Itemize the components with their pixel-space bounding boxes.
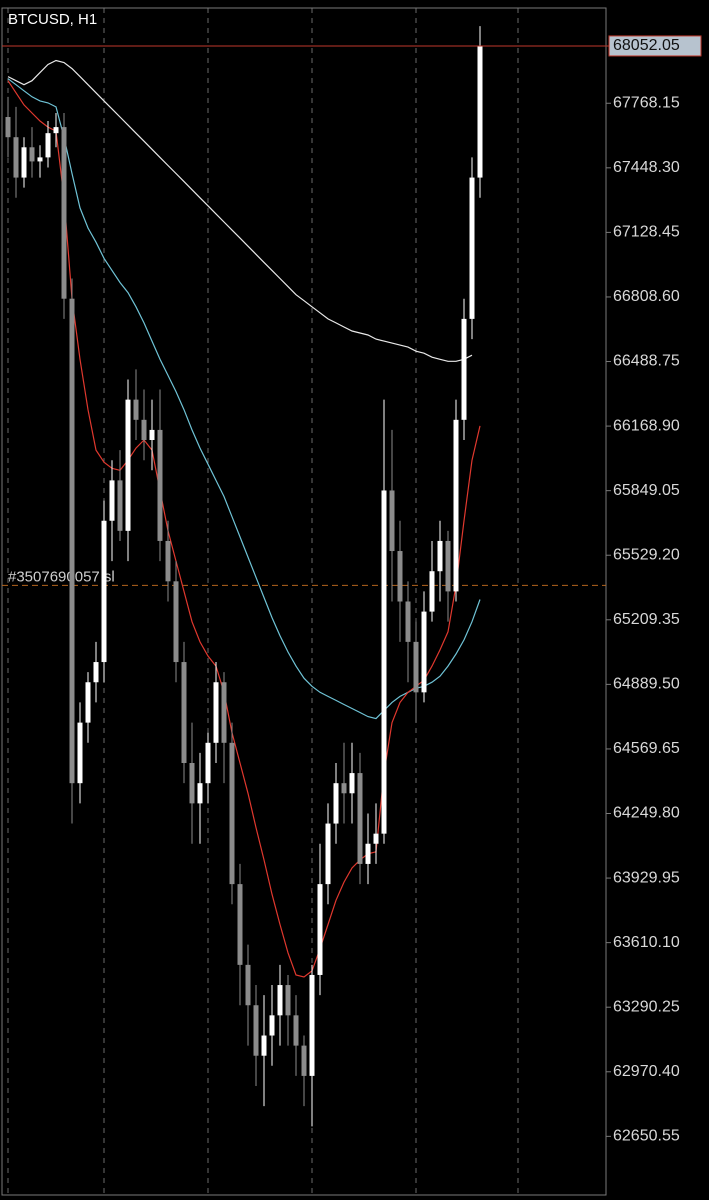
candle-body: [317, 884, 323, 975]
candle-body: [373, 833, 379, 844]
candle-body: [285, 985, 291, 1016]
candle-body: [277, 985, 283, 1016]
candle-body: [85, 682, 91, 723]
candle-body: [389, 490, 395, 552]
candle-body: [69, 298, 75, 784]
y-tick-label: 62650.55: [613, 1128, 680, 1145]
candle-body: [477, 45, 483, 178]
candle-body: [261, 1035, 267, 1056]
candle-body: [381, 490, 387, 834]
order-line-label: #3507690057 sl: [8, 568, 115, 585]
candle-body: [45, 133, 51, 158]
y-tick-label: 65209.35: [613, 611, 680, 628]
candle-body: [221, 682, 227, 743]
candle-body: [61, 127, 67, 299]
y-tick-label: 62970.40: [613, 1063, 680, 1080]
candle-body: [325, 823, 331, 885]
candle-body: [117, 480, 123, 531]
candle-body: [301, 1045, 307, 1076]
candle-body: [293, 1015, 299, 1046]
candle-body: [397, 551, 403, 602]
y-tick-label: 66808.60: [613, 288, 680, 305]
candle-body: [213, 682, 219, 743]
y-tick-label: 67448.30: [613, 159, 680, 176]
y-tick-label: 63290.25: [613, 998, 680, 1015]
candle-body: [189, 762, 195, 804]
y-tick-label: 64889.50: [613, 676, 680, 693]
candle-body: [5, 117, 11, 138]
candle-body: [181, 662, 187, 763]
candle-body: [125, 399, 131, 531]
candle-body: [341, 783, 347, 794]
candle-body: [101, 520, 107, 663]
candle-body: [53, 127, 59, 134]
y-tick-label: 64569.65: [613, 740, 680, 757]
candle-body: [229, 742, 235, 885]
candle-body: [165, 540, 171, 582]
candle-body: [309, 974, 315, 1076]
candle-body: [173, 581, 179, 663]
indicator-line: [7, 59, 473, 362]
candle-body: [429, 571, 435, 612]
candle-body: [357, 773, 363, 864]
candle-body: [93, 662, 99, 683]
plot-frame: [1, 7, 607, 1196]
y-tick-label: 65849.05: [613, 482, 680, 499]
candle-body: [469, 177, 475, 319]
y-tick-label: 66168.90: [613, 417, 680, 434]
y-tick-label: 65529.20: [613, 546, 680, 563]
candle-body: [141, 419, 147, 441]
candle-body: [461, 318, 467, 420]
candle-body: [453, 419, 459, 592]
indicator-line: [7, 78, 481, 720]
candle-body: [149, 429, 155, 441]
candle-body: [109, 480, 115, 521]
candle-body: [445, 540, 451, 592]
candle-body: [437, 540, 443, 572]
candle-body: [37, 157, 43, 162]
y-tick-label: 63929.95: [613, 869, 680, 886]
candle-body: [405, 601, 411, 642]
y-tick-label: 63610.10: [613, 934, 680, 951]
candle-body: [197, 783, 203, 804]
candle-body: [365, 843, 371, 864]
candle-body: [349, 773, 355, 794]
candle-body: [133, 399, 139, 420]
candle-body: [29, 147, 35, 162]
y-tick-label: 66488.75: [613, 353, 680, 370]
candle-body: [333, 783, 339, 824]
y-tick-label: 67128.45: [613, 224, 680, 241]
last-price-box: [608, 35, 702, 57]
candle-body: [21, 147, 27, 178]
candle-body: [205, 742, 211, 784]
candle-body: [237, 884, 243, 965]
candle-body: [421, 611, 427, 693]
candle-body: [245, 964, 251, 1006]
indicator-line: [7, 80, 481, 978]
candle-body: [13, 137, 19, 178]
candle-body: [253, 1005, 259, 1056]
y-tick-label: 64249.80: [613, 805, 680, 822]
candle-body: [269, 1015, 275, 1036]
candle-body: [157, 429, 163, 541]
candle-body: [77, 722, 83, 784]
chart-title: BTCUSD, H1: [8, 11, 97, 28]
y-tick-label: 67768.15: [613, 94, 680, 111]
candle-body: [413, 641, 419, 693]
last-price-label: 68052.05: [613, 37, 680, 54]
